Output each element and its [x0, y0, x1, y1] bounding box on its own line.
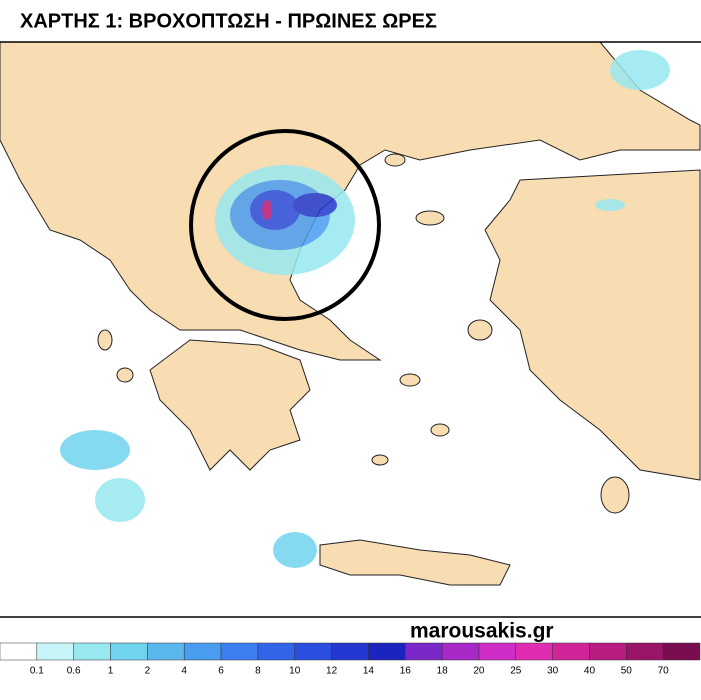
rain: [595, 199, 625, 211]
legend-swatch: [662, 642, 701, 661]
rain-field: [60, 50, 670, 568]
island: [97, 329, 113, 351]
legend-swatch: [552, 642, 590, 661]
legend-label: 14: [363, 666, 375, 677]
title: ΧΑΡΤΗΣ 1: ΒΡΟΧΟΠΤΩΣΗ - ΠΡΩΙΝΕΣ ΩΡΕΣ: [20, 10, 437, 32]
island: [600, 476, 630, 514]
land-turkey: [484, 169, 701, 481]
rain: [293, 193, 337, 217]
highlight-circle: [189, 129, 381, 321]
land-peloponnese: [149, 339, 311, 471]
legend-label: 8: [255, 666, 261, 677]
legend-swatch: [0, 642, 38, 661]
legend-label: 20: [473, 666, 485, 677]
land-north: [0, 41, 701, 361]
legend-label: 0.1: [30, 666, 44, 677]
watermark: marousakis.gr: [410, 620, 554, 643]
legend-swatch: [220, 642, 259, 661]
legend-label: 0.6: [67, 666, 81, 677]
island: [415, 210, 445, 226]
legend-label: 12: [326, 666, 338, 677]
island: [371, 454, 389, 466]
legend-swatch: [368, 642, 406, 661]
legend-label: 6: [218, 666, 224, 677]
island: [399, 373, 421, 387]
legend-label: 25: [510, 666, 522, 677]
legend-label: 2: [145, 666, 151, 677]
map: [0, 41, 701, 618]
legend-label: 1: [108, 666, 114, 677]
legend-swatch: [257, 642, 295, 661]
legend-swatch: [183, 642, 222, 661]
rain: [273, 532, 317, 568]
legend-label: 30: [547, 666, 559, 677]
legend-swatch: [147, 642, 185, 661]
legend-label: 40: [584, 666, 596, 677]
legend: 0.1 0.6 1 2 4 6 8 10 12 14 16 18 20 25 30 40 50 70: [0, 642, 701, 677]
legend-swatch: [110, 642, 148, 661]
land-crete: [319, 539, 511, 586]
rain: [262, 200, 272, 220]
legend-label: 50: [621, 666, 633, 677]
legend-label: 10: [289, 666, 301, 677]
legend-swatch: [626, 642, 664, 661]
legend-swatch: [478, 642, 517, 661]
island: [430, 423, 450, 437]
legend-swatch: [331, 642, 369, 661]
legend-swatch: [589, 642, 627, 661]
island: [467, 319, 493, 341]
legend-label: 18: [437, 666, 449, 677]
rain: [95, 478, 145, 522]
legend-swatch: [294, 642, 332, 661]
island: [116, 367, 134, 383]
legend-swatch: [441, 642, 480, 661]
legend-swatch: [515, 642, 553, 661]
legend-label: 16: [400, 666, 412, 677]
rain: [250, 190, 300, 230]
rain: [610, 50, 670, 90]
island: [384, 153, 406, 167]
legend-swatch: [405, 642, 443, 661]
legend-label: 70: [658, 666, 670, 677]
legend-swatch: [73, 642, 111, 661]
legend-swatch: [36, 642, 74, 661]
rain: [60, 430, 130, 470]
legend-label: 4: [181, 666, 187, 677]
